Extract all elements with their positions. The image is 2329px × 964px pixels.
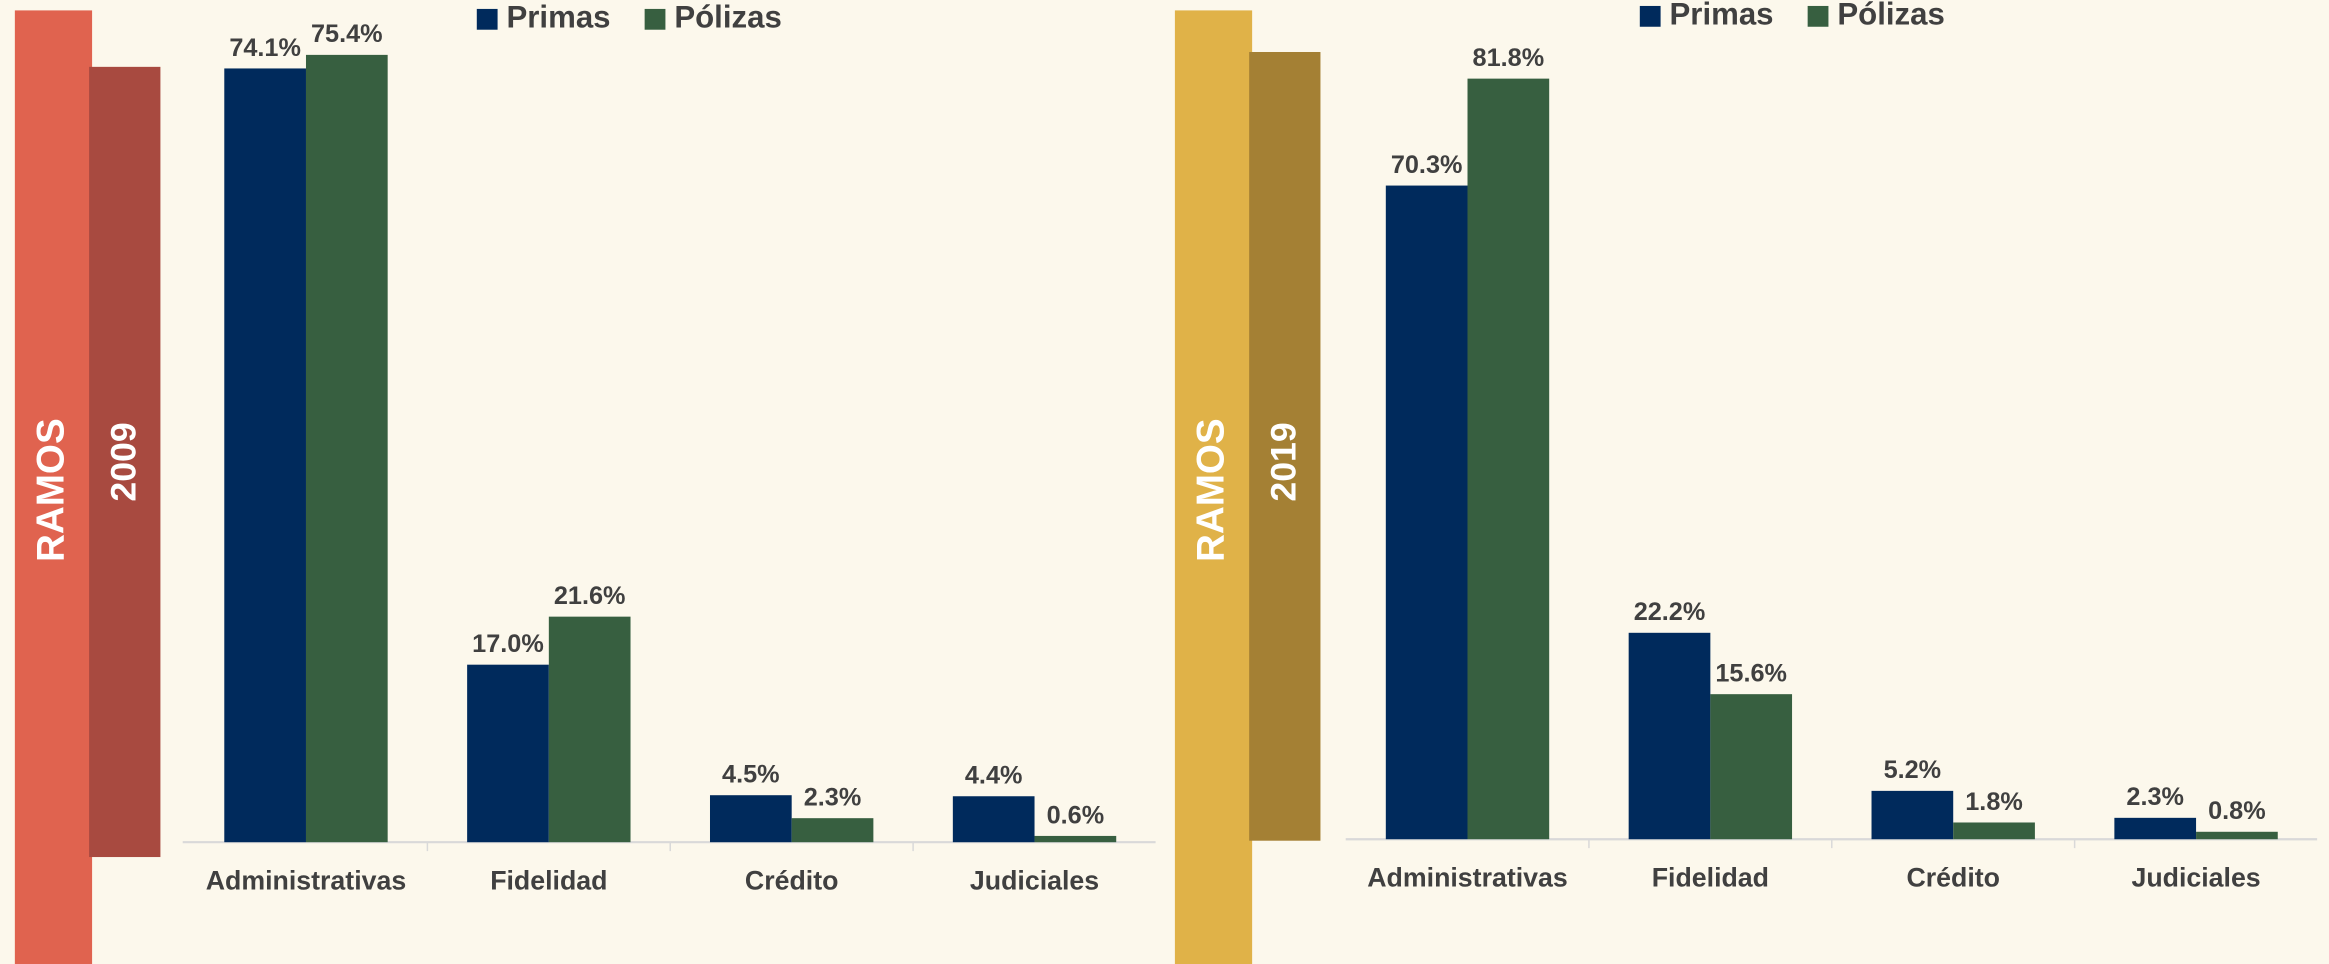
data-label: 0.8% [2208, 797, 2266, 825]
side-strip [14, 10, 93, 964]
data-label: 81.8% [1473, 44, 1545, 72]
subtitle: 2019 [1264, 422, 1304, 501]
data-label: 5.2% [1884, 756, 1942, 784]
bar [1385, 185, 1468, 840]
bar [1628, 632, 1711, 840]
data-label: 22.2% [1634, 598, 1706, 626]
data-label: 4.5% [722, 761, 780, 789]
bar [1467, 78, 1550, 840]
data-label: 4.4% [965, 762, 1023, 790]
x-tick-label: Judiciales [970, 865, 1099, 895]
data-label: 0.6% [1047, 801, 1105, 829]
x-tick-label: Fidelidad [1652, 862, 1769, 892]
subtitle: 2009 [104, 422, 144, 501]
legend-swatch [1639, 5, 1661, 27]
side-title: RAMOS [30, 418, 73, 562]
year-band [89, 66, 161, 858]
data-label: 15.6% [1715, 660, 1787, 688]
bar [709, 795, 792, 843]
bar [791, 818, 874, 843]
data-label: 2.3% [804, 784, 862, 812]
bar [305, 54, 388, 843]
bar [1034, 835, 1117, 843]
x-tick-label: Judiciales [2131, 862, 2260, 892]
data-label: 75.4% [311, 20, 383, 48]
bar [2196, 831, 2278, 840]
legend-swatch [476, 8, 498, 30]
legend-label: Pólizas [1837, 0, 1944, 32]
data-label: 2.3% [2126, 783, 2184, 811]
side-strip [1174, 10, 1253, 964]
bar [952, 796, 1035, 843]
data-label: 1.8% [1965, 788, 2023, 816]
legend-label: Primas [1670, 0, 1774, 32]
bar [1953, 822, 2035, 840]
side-title: RAMOS [1190, 418, 1233, 562]
bar [2114, 817, 2197, 840]
year-band [1249, 51, 1321, 841]
bar [467, 664, 549, 843]
x-tick-label: Crédito [745, 865, 839, 895]
legend-label: Pólizas [674, 0, 781, 35]
bar [1871, 790, 1954, 840]
bar [1710, 694, 1793, 840]
data-label: 74.1% [229, 34, 301, 62]
legend-swatch [644, 8, 666, 30]
data-label: 21.6% [554, 582, 626, 610]
bar [548, 616, 631, 843]
x-tick-label: Administrativas [206, 865, 406, 895]
x-tick-label: Fidelidad [490, 865, 607, 895]
data-label: 70.3% [1391, 151, 1463, 179]
x-tick-label: Administrativas [1367, 862, 1567, 892]
legend-label: Primas [506, 0, 610, 35]
bar [224, 68, 306, 843]
x-tick-label: Crédito [1906, 862, 2000, 892]
legend-swatch [1807, 5, 1829, 27]
data-label: 17.0% [472, 630, 544, 658]
